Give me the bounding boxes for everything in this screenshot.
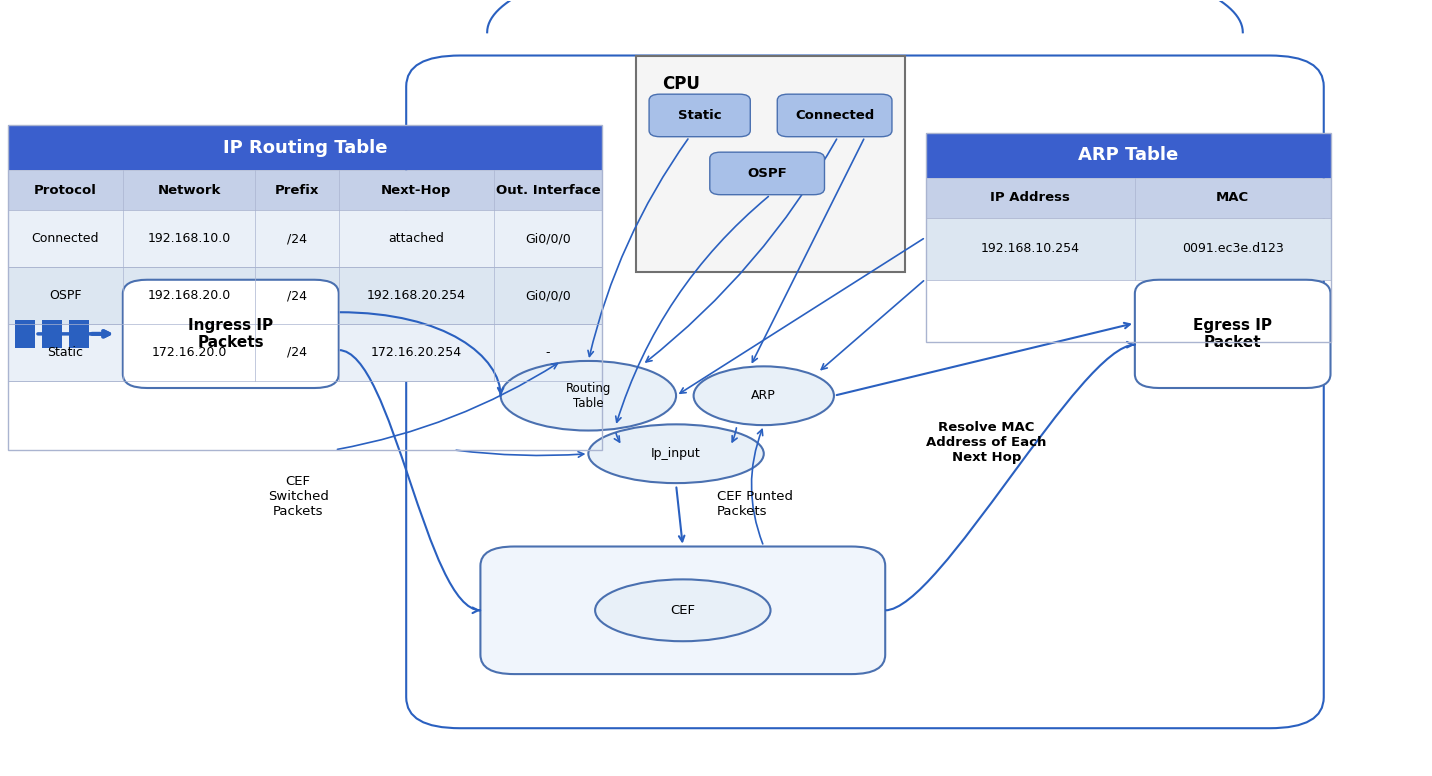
Text: 192.168.20.0: 192.168.20.0: [147, 289, 231, 302]
FancyBboxPatch shape: [925, 133, 1330, 178]
FancyBboxPatch shape: [9, 210, 601, 267]
FancyBboxPatch shape: [636, 56, 905, 272]
FancyBboxPatch shape: [925, 178, 1330, 218]
FancyBboxPatch shape: [1365, 320, 1385, 348]
FancyBboxPatch shape: [925, 218, 1330, 280]
Text: attached: attached: [388, 232, 444, 245]
FancyBboxPatch shape: [9, 267, 601, 324]
Ellipse shape: [693, 366, 833, 425]
Text: Resolve MAC
Address of Each
Next Hop: Resolve MAC Address of Each Next Hop: [927, 421, 1047, 463]
Text: Static: Static: [677, 109, 722, 122]
Text: ARP: ARP: [752, 390, 776, 402]
Text: MAC: MAC: [1216, 192, 1249, 204]
Text: Ingress IP
Packets: Ingress IP Packets: [188, 317, 274, 350]
FancyBboxPatch shape: [69, 320, 89, 348]
Text: CEF Punted
Packets: CEF Punted Packets: [716, 490, 792, 518]
Text: Gi0/0/0: Gi0/0/0: [526, 232, 571, 245]
Text: /24: /24: [286, 346, 306, 359]
Text: Network: Network: [158, 184, 221, 196]
Text: CPU: CPU: [663, 74, 700, 93]
Text: IP Address: IP Address: [991, 192, 1070, 204]
Text: Gi0/0/0: Gi0/0/0: [526, 289, 571, 302]
Text: Out. Interface: Out. Interface: [495, 184, 600, 196]
FancyBboxPatch shape: [9, 170, 601, 210]
FancyBboxPatch shape: [9, 324, 601, 381]
Ellipse shape: [596, 580, 770, 641]
Text: 192.168.20.254: 192.168.20.254: [367, 289, 465, 302]
FancyBboxPatch shape: [1134, 280, 1330, 388]
Text: 192.168.10.0: 192.168.10.0: [147, 232, 231, 245]
Text: Static: Static: [47, 346, 83, 359]
Ellipse shape: [501, 361, 676, 431]
Text: OSPF: OSPF: [748, 167, 788, 180]
Text: Prefix: Prefix: [275, 184, 319, 196]
FancyBboxPatch shape: [14, 320, 36, 348]
Text: 172.16.20.254: 172.16.20.254: [371, 346, 463, 359]
Text: Routing
Table: Routing Table: [566, 382, 611, 410]
Text: Next-Hop: Next-Hop: [381, 184, 451, 196]
Text: 192.168.10.254: 192.168.10.254: [981, 242, 1080, 255]
Text: -: -: [546, 346, 550, 359]
Ellipse shape: [589, 424, 763, 483]
Text: 172.16.20.0: 172.16.20.0: [152, 346, 226, 359]
Text: ARP Table: ARP Table: [1078, 146, 1179, 165]
Text: /24: /24: [286, 289, 306, 302]
Text: Egress IP
Packet: Egress IP Packet: [1193, 317, 1272, 350]
Text: 0091.ec3e.d123: 0091.ec3e.d123: [1181, 242, 1283, 255]
Text: Connected: Connected: [32, 232, 99, 245]
Text: IP Routing Table: IP Routing Table: [223, 139, 387, 157]
Text: OSPF: OSPF: [49, 289, 82, 302]
FancyBboxPatch shape: [778, 94, 892, 137]
Text: Ip_input: Ip_input: [652, 447, 700, 460]
FancyBboxPatch shape: [123, 280, 339, 388]
FancyBboxPatch shape: [1418, 320, 1432, 348]
Text: Protocol: Protocol: [34, 184, 97, 196]
Text: CEF
Switched
Packets: CEF Switched Packets: [268, 475, 329, 518]
FancyBboxPatch shape: [649, 94, 750, 137]
Text: Connected: Connected: [795, 109, 875, 122]
Text: /24: /24: [286, 232, 306, 245]
FancyBboxPatch shape: [9, 125, 601, 170]
Text: CEF: CEF: [670, 604, 696, 617]
FancyBboxPatch shape: [1392, 320, 1412, 348]
FancyBboxPatch shape: [480, 546, 885, 674]
FancyBboxPatch shape: [42, 320, 62, 348]
FancyBboxPatch shape: [710, 152, 825, 195]
